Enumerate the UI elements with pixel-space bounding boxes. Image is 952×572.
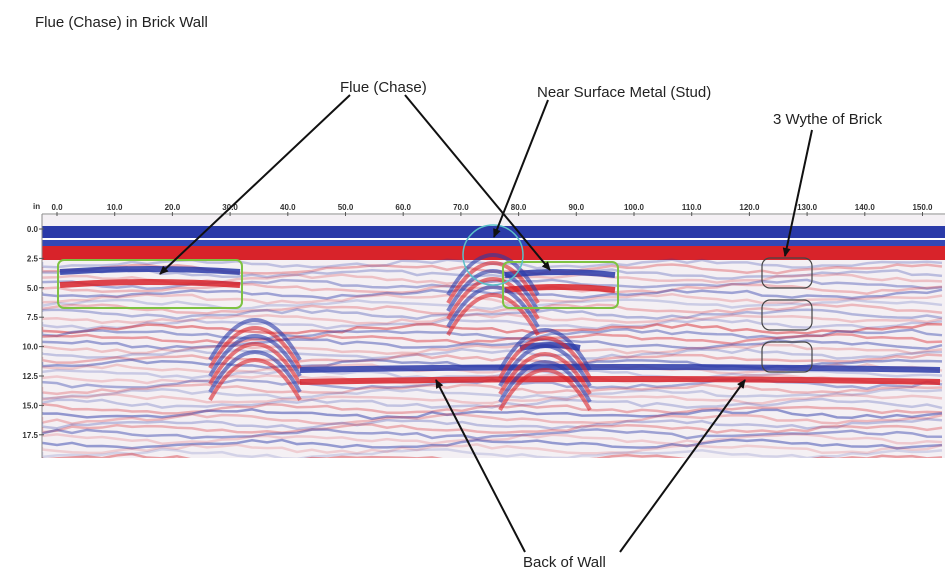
flue-label: Flue (Chase) <box>340 79 427 96</box>
x-tick-label: 140.0 <box>855 203 876 212</box>
title: Flue (Chase) in Brick Wall <box>35 14 208 31</box>
x-unit: in <box>33 202 40 211</box>
x-tick-label: 10.0 <box>107 203 123 212</box>
x-tick-label: 80.0 <box>511 203 527 212</box>
y-tick-label: 10.0 <box>22 343 38 352</box>
wythe-label: 3 Wythe of Brick <box>773 111 883 128</box>
y-tick-label: 2.5 <box>27 254 39 263</box>
y-tick-label: 7.5 <box>27 313 39 322</box>
page: Flue (Chase) in Brick Wall in 0.0 10.0 20.… <box>0 0 952 572</box>
band <box>42 238 945 240</box>
back-label: Back of Wall <box>523 554 606 571</box>
x-tick-label: 150.0 <box>912 203 933 212</box>
radargram <box>42 215 945 463</box>
x-tick-label: 20.0 <box>165 203 181 212</box>
metal-label: Near Surface Metal (Stud) <box>537 84 711 101</box>
x-tick-label: 90.0 <box>569 203 585 212</box>
y-tick-label: 15.0 <box>22 401 38 410</box>
reflector <box>300 367 940 370</box>
y-tick-label: 17.5 <box>22 431 38 440</box>
x-tick-label: 40.0 <box>280 203 296 212</box>
y-tick-label: 0.0 <box>27 225 39 234</box>
x-tick-label: 70.0 <box>453 203 469 212</box>
x-tick-label: 50.0 <box>338 203 354 212</box>
x-tick-label: 60.0 <box>395 203 411 212</box>
y-tick-label: 5.0 <box>27 284 39 293</box>
x-tick-label: 110.0 <box>682 203 702 212</box>
reflector <box>300 379 940 382</box>
reflector <box>60 282 240 285</box>
x-tick-label: 0.0 <box>51 203 63 212</box>
reflector <box>60 269 240 272</box>
band <box>42 240 945 246</box>
x-tick-label: 100.0 <box>624 203 645 212</box>
x-tick-label: 120.0 <box>739 203 760 212</box>
y-tick-label: 12.5 <box>22 372 38 381</box>
x-tick-label: 130.0 <box>797 203 818 212</box>
